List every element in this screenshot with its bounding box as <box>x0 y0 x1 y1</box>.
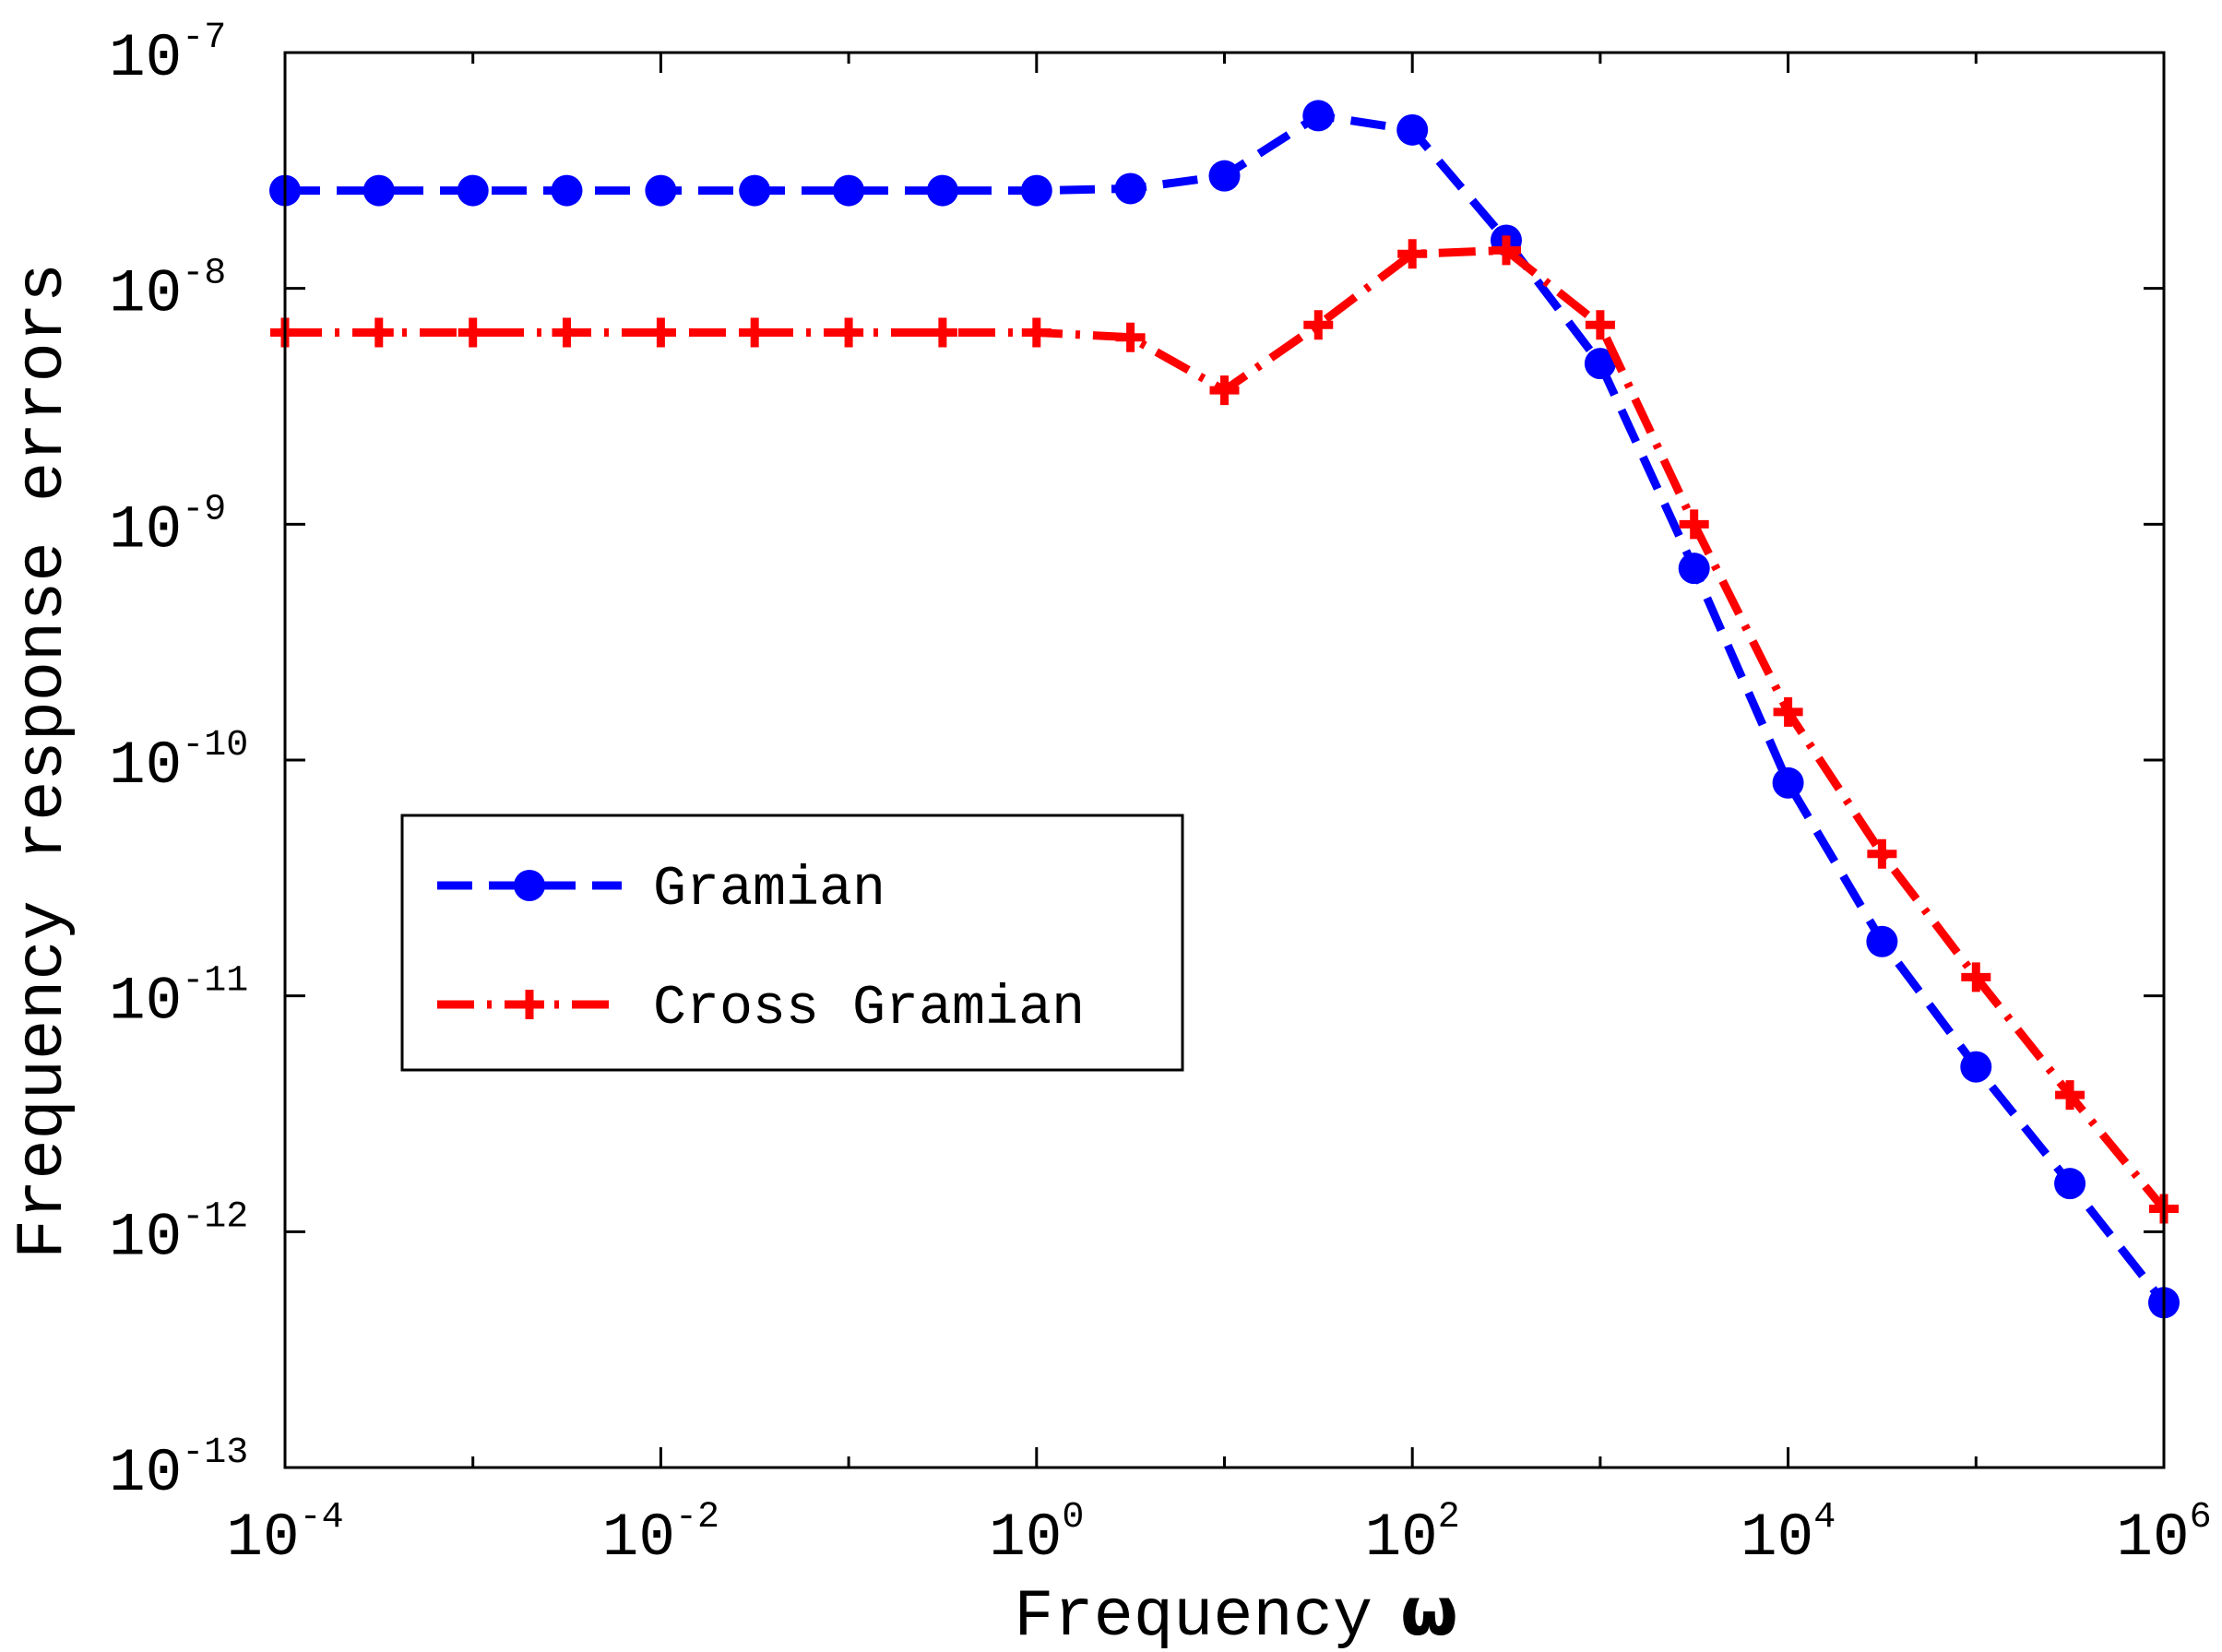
x-tick-exponent: 6 <box>2190 1497 2212 1539</box>
y-tick-exponent: -7 <box>182 18 226 59</box>
data-point <box>1491 235 1521 266</box>
data-point <box>1303 310 1334 340</box>
x-axis-title: Frequency ω <box>1014 1573 1457 1652</box>
data-point <box>1867 838 1897 869</box>
legend-gramian-marker <box>514 870 545 901</box>
y-tick-exponent: -9 <box>182 489 226 530</box>
data-point <box>646 317 676 348</box>
x-tick-exponent: -4 <box>300 1497 344 1539</box>
x-tick-label: 10-4 <box>226 1497 343 1573</box>
y-tick-label: 10-11 <box>109 961 248 1037</box>
data-point <box>833 174 865 207</box>
data-point <box>1115 322 1146 352</box>
data-point <box>362 174 395 207</box>
y-tick-label: 10-9 <box>109 489 226 565</box>
data-point <box>1209 375 1240 406</box>
y-tick-base: 10 <box>109 24 182 93</box>
x-tick-exponent: 2 <box>1438 1497 1460 1539</box>
data-point <box>739 174 771 207</box>
data-point <box>1773 696 1803 727</box>
y-tick-base: 10 <box>109 731 182 801</box>
y-tick-base: 10 <box>109 495 182 565</box>
data-point <box>1114 172 1147 205</box>
y-tick-label: 10-13 <box>109 1432 248 1508</box>
series-gramian <box>269 100 2180 1319</box>
data-point <box>1021 317 1052 348</box>
x-tick-label: 104 <box>1741 1497 1836 1573</box>
y-tick-exponent: -10 <box>182 725 248 767</box>
x-axis-symbol: ω <box>1400 1573 1458 1650</box>
legend: Gramian Cross Gramian <box>400 814 1184 1072</box>
data-point <box>1020 174 1052 207</box>
y-tick-label: 10-10 <box>109 725 248 801</box>
series-layer <box>269 100 2180 1319</box>
data-point <box>457 174 489 207</box>
y-tick-base: 10 <box>109 1203 182 1272</box>
data-point <box>552 317 582 348</box>
x-axis-title-text: Frequency <box>1014 1579 1372 1652</box>
legend-cross-gramian-label: Cross Gramian <box>653 978 1085 1040</box>
data-point <box>1960 1051 1992 1083</box>
data-point <box>551 174 583 207</box>
x-tick-label: 106 <box>2116 1497 2211 1573</box>
y-tick-exponent: -8 <box>182 254 226 295</box>
data-point <box>1584 348 1616 380</box>
data-point <box>740 317 770 348</box>
x-tick-label: 102 <box>1365 1497 1460 1573</box>
y-tick-base: 10 <box>109 260 182 329</box>
y-tick-label: 10-7 <box>109 18 226 93</box>
data-point <box>1679 509 1709 540</box>
y-tick-label: 10-8 <box>109 254 226 329</box>
data-point <box>1772 767 1804 799</box>
x-tick-label: 100 <box>989 1497 1084 1573</box>
ticks-layer: 10-4 10-2 100 102 104 10610-710-810-910-1010-… <box>109 18 2212 1573</box>
data-point <box>2054 1168 2086 1200</box>
y-tick-label: 10-12 <box>109 1196 248 1272</box>
x-tick-exponent: 4 <box>1813 1497 1836 1539</box>
data-point <box>1396 113 1429 146</box>
y-axis-title: Frequency response errors <box>6 263 81 1259</box>
data-point <box>1208 160 1241 192</box>
x-tick-base: 10 <box>226 1503 299 1573</box>
y-tick-base: 10 <box>109 1439 182 1508</box>
data-point <box>1397 239 1428 269</box>
x-tick-base: 10 <box>989 1503 1062 1573</box>
data-point <box>1866 925 1898 957</box>
data-point <box>645 174 677 207</box>
data-point <box>1302 100 1335 132</box>
x-tick-exponent: 0 <box>1062 1497 1084 1539</box>
x-tick-base: 10 <box>1741 1503 1813 1573</box>
data-point <box>926 174 958 207</box>
legend-box <box>400 814 1184 1072</box>
y-tick-exponent: -12 <box>182 1196 248 1238</box>
x-tick-label: 10-2 <box>602 1497 719 1573</box>
x-tick-exponent: -2 <box>675 1497 719 1539</box>
x-tick-base: 10 <box>602 1503 675 1573</box>
legend-cross-gramian-marker <box>515 990 544 1019</box>
data-point <box>1678 553 1710 585</box>
data-point <box>927 317 957 348</box>
data-point <box>363 317 394 348</box>
y-tick-exponent: -11 <box>182 961 248 1003</box>
data-point <box>1585 310 1615 340</box>
data-point <box>457 317 488 348</box>
legend-gramian-label: Gramian <box>653 859 885 921</box>
data-point <box>1961 962 1991 992</box>
data-point <box>834 317 864 348</box>
data-point <box>2055 1080 2085 1111</box>
y-tick-exponent: -13 <box>182 1432 248 1474</box>
y-tick-base: 10 <box>109 968 182 1037</box>
x-tick-base: 10 <box>1365 1503 1438 1573</box>
x-tick-base: 10 <box>2116 1503 2189 1573</box>
